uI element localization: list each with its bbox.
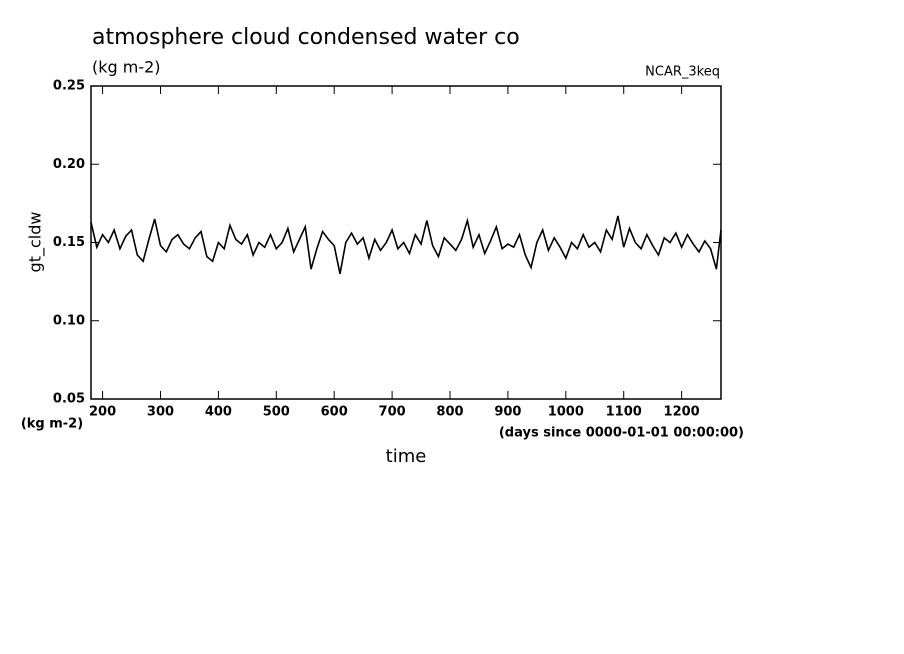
x-tick-label: 400 <box>205 405 232 420</box>
chart-subtitle: (kg m-2) <box>92 58 161 77</box>
x-axis-label: time <box>386 446 427 467</box>
y-axis-label: gt_cldw <box>26 212 46 273</box>
chart-title: atmosphere cloud condensed water co <box>92 25 520 50</box>
y-tick-label: 0.05 <box>53 392 85 407</box>
x-tick-label: 1100 <box>606 405 642 420</box>
x-tick-label: 300 <box>147 405 174 420</box>
x-tick-label: 900 <box>494 405 521 420</box>
x-axis-unit: (days since 0000-01-01 00:00:00) <box>499 426 744 441</box>
x-tick-label: 700 <box>379 405 406 420</box>
x-tick-label: 600 <box>321 405 348 420</box>
x-tick-label: 1200 <box>664 405 700 420</box>
data-line <box>90 215 722 274</box>
x-tick-label: 800 <box>436 405 463 420</box>
plot-frame <box>90 85 722 400</box>
y-tick-label: 0.15 <box>53 235 85 250</box>
y-axis-unit: (kg m-2) <box>21 417 83 432</box>
y-tick-label: 0.10 <box>53 313 85 328</box>
y-tick-label: 0.25 <box>53 79 85 94</box>
x-tick-label: 1000 <box>548 405 584 420</box>
annotation: NCAR_3keq <box>645 65 720 80</box>
x-tick-label: 500 <box>263 405 290 420</box>
y-tick-label: 0.20 <box>53 157 85 172</box>
x-tick-label: 200 <box>89 405 116 420</box>
